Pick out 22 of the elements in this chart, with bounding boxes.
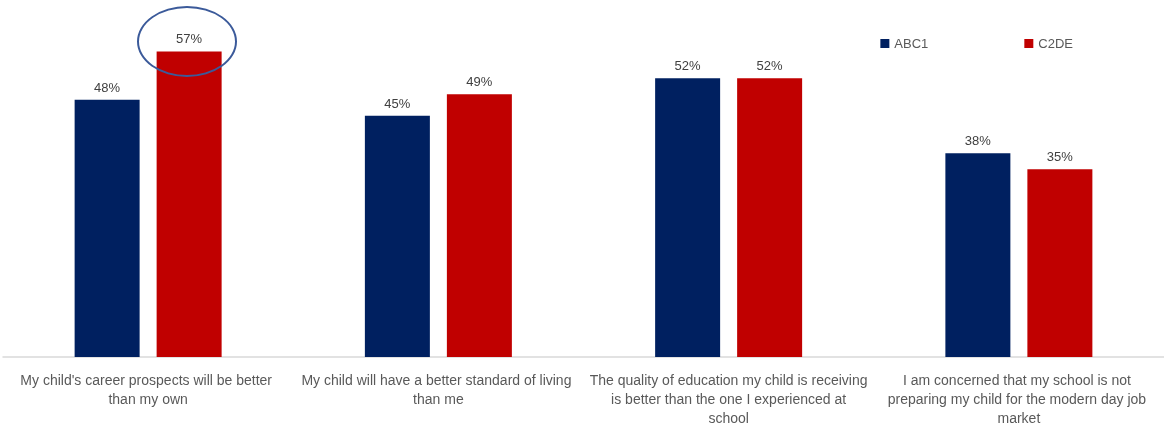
bar	[156, 51, 222, 357]
data-label: 38%	[964, 133, 992, 149]
legend-label: ABC1	[894, 36, 929, 51]
data-label: 35%	[1046, 149, 1074, 165]
x-tick-label: My child's career prospects will be better than my own	[20, 371, 276, 407]
x-tick-label: I am concerned that my school is not preparing my child for the modern day job market	[887, 371, 1150, 426]
data-label: 45%	[384, 95, 411, 111]
x-tick-label: The quality of education my child is receiving is better than the one I experienced at school	[589, 371, 868, 426]
data-label: 49%	[466, 74, 493, 90]
legend-label: C2DE	[1038, 36, 1074, 51]
data-label: 52%	[674, 58, 702, 74]
bar	[1027, 169, 1093, 357]
data-label: 52%	[756, 58, 784, 74]
bar	[945, 153, 1011, 357]
data-label: 57%	[176, 31, 203, 47]
bar	[74, 99, 140, 357]
bar	[364, 115, 430, 357]
bar	[446, 94, 512, 357]
x-tick-label: My child will have a better standard of living than me	[301, 371, 576, 407]
data-label: 48%	[94, 79, 121, 95]
bar	[737, 78, 803, 357]
bar	[655, 78, 721, 357]
